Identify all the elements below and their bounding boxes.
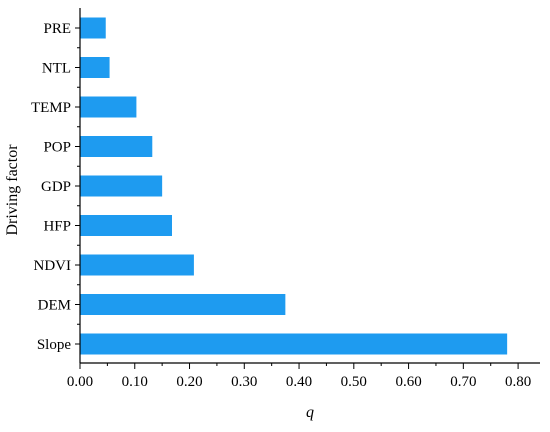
y-tick-label: GDP <box>41 179 71 195</box>
y-tick-label: NDVI <box>34 258 72 274</box>
x-axis-title: q <box>306 404 314 421</box>
y-tick-label: PRE <box>43 21 71 37</box>
bar-slope <box>80 333 508 355</box>
x-tick-label: 0.10 <box>122 374 148 390</box>
bar-pop <box>80 136 153 157</box>
bar-pre <box>80 17 106 39</box>
ticks-layer: PRE NTL TEMP POP GDP HFP NDVI DEM Slope 0.00 0.10 0… <box>31 21 531 390</box>
y-axis-title: Driving factor <box>4 144 21 236</box>
x-tick-label: 0.60 <box>395 374 421 390</box>
bar-dem <box>80 294 286 315</box>
x-tick-label: 0.00 <box>67 374 93 390</box>
y-tick-label: Slope <box>37 337 72 353</box>
bar-gdp <box>80 175 163 197</box>
bar-ndvi <box>80 254 194 276</box>
x-tick-label: 0.70 <box>450 374 476 390</box>
bar-temp <box>80 96 137 118</box>
x-tick-label: 0.80 <box>505 374 531 390</box>
x-tick-label: 0.50 <box>341 374 367 390</box>
y-tick-label: POP <box>43 140 71 156</box>
x-tick-label: 0.20 <box>176 374 202 390</box>
y-tick-label: HFP <box>43 219 71 235</box>
y-tick-label: TEMP <box>31 100 71 116</box>
x-tick-label: 0.30 <box>231 374 257 390</box>
bars-layer <box>80 17 508 355</box>
y-tick-label: NTL <box>42 61 71 77</box>
bar-ntl <box>80 57 110 78</box>
y-tick-label: DEM <box>38 298 71 314</box>
bar-hfp <box>80 215 172 236</box>
x-tick-label: 0.40 <box>286 374 312 390</box>
